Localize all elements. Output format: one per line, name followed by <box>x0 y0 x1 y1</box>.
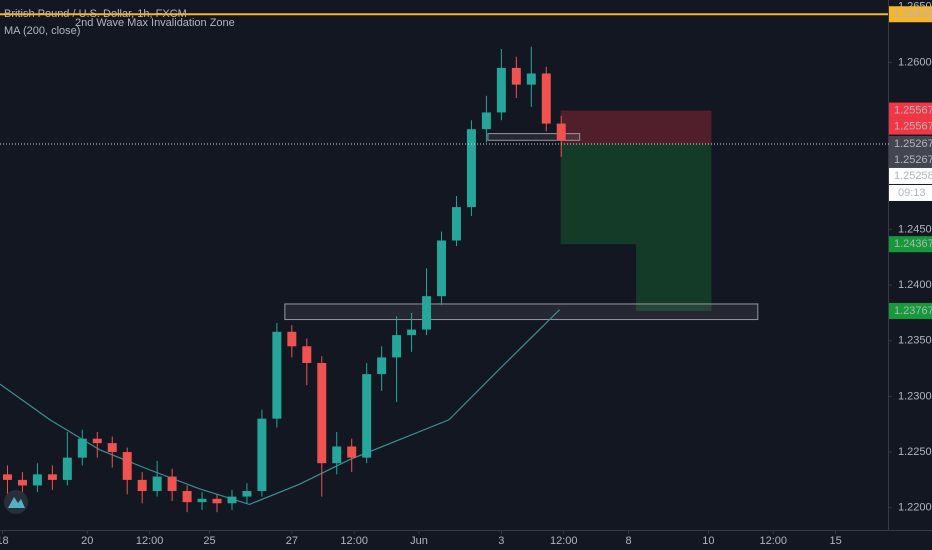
candle-body <box>257 418 267 492</box>
candle-body <box>362 374 372 458</box>
logo <box>4 490 28 514</box>
moving-average <box>0 309 561 506</box>
y-tick-label: 1.22500 <box>898 446 932 458</box>
y-tick-label: 1.22000 <box>898 502 932 514</box>
y-tick-label: 1.24500 <box>898 223 932 235</box>
candle-body <box>242 491 252 497</box>
candle-body <box>2 474 12 480</box>
price-tag-label: 1.25258 <box>894 170 932 182</box>
price-tag <box>889 167 932 184</box>
price-tag-label: 1.24367 <box>894 238 932 250</box>
candle-body <box>556 123 566 141</box>
candle-body <box>182 491 192 503</box>
x-tick-label: 12:00 <box>340 535 368 547</box>
y-tick-label: 1.26000 <box>898 56 932 68</box>
stop-zone <box>560 110 712 144</box>
candle-body <box>332 446 342 464</box>
candle-body <box>496 67 506 113</box>
candle-body <box>511 67 521 85</box>
invalidation-label: 2nd Wave Max Invalidation Zone <box>75 17 235 29</box>
indicator-label: MA (200, close) <box>4 25 80 37</box>
candle-body <box>392 335 402 358</box>
candle-body <box>302 346 312 363</box>
candle-body <box>526 73 536 85</box>
x-tick-label: 25 <box>203 535 215 547</box>
candle-body <box>227 496 237 504</box>
price-tag-label: 1.25567 <box>894 120 932 132</box>
y-tick-label: 1.23000 <box>898 390 932 402</box>
candle-body <box>62 457 72 480</box>
candle-body <box>317 362 327 464</box>
price-tag <box>889 236 932 253</box>
candle-body <box>122 452 132 480</box>
price-tag-label: 1.25567 <box>894 104 932 116</box>
x-tick-label: 15 <box>829 535 841 547</box>
candle-body <box>167 476 177 492</box>
x-tick-label: 12:00 <box>550 535 578 547</box>
candle-body <box>347 446 357 458</box>
candle-body <box>407 329 417 336</box>
price-tag <box>889 6 932 23</box>
candle-body <box>481 112 491 130</box>
countdown-tag <box>889 184 932 201</box>
x-tick-label: 10 <box>702 535 714 547</box>
zone-box <box>284 303 759 321</box>
candle-body <box>197 498 207 503</box>
candle-body <box>437 240 446 297</box>
price-tag <box>889 102 932 119</box>
y-tick-label: 1.24000 <box>898 279 932 291</box>
x-tick-label: 12:00 <box>759 535 787 547</box>
plot-area <box>0 46 759 513</box>
candle-body <box>77 438 87 458</box>
candle-body <box>32 474 42 486</box>
candle-body <box>272 331 282 419</box>
candle-body <box>451 207 461 241</box>
candle-body <box>466 129 476 208</box>
countdown-label: 09:13 <box>898 187 926 199</box>
candle-body <box>422 296 432 330</box>
candle-body <box>17 479 27 486</box>
candle-body <box>107 443 117 453</box>
candle-body <box>92 438 102 444</box>
candle-body <box>377 357 387 375</box>
price-tag-label: 1.25267 <box>894 138 932 150</box>
price-tag <box>889 118 932 135</box>
candle-body <box>47 474 57 480</box>
candle-body <box>541 73 551 124</box>
price-tag-label: 1.26432 <box>894 8 932 20</box>
x-tick-label: Jun <box>410 535 428 547</box>
target-zone <box>636 143 712 311</box>
target-zone <box>560 143 637 245</box>
price-tag-label: 1.23767 <box>894 305 932 317</box>
price-tag <box>889 151 932 168</box>
x-tick-label: 12:00 <box>136 535 164 547</box>
candle-body <box>152 476 162 492</box>
candle-body <box>212 498 222 504</box>
price-tag <box>889 135 932 152</box>
y-tick-label: 1.23500 <box>898 335 932 347</box>
x-tick-label: 27 <box>286 535 298 547</box>
candle-body <box>137 479 147 492</box>
price-tag-label: 1.25267 <box>894 154 932 166</box>
x-tick-label: 18 <box>0 535 9 547</box>
zone-box <box>487 133 581 141</box>
x-tick-label: 8 <box>626 535 632 547</box>
x-tick-label: 20 <box>81 535 93 547</box>
price-tag <box>889 302 932 319</box>
candle-body <box>287 331 297 347</box>
x-tick-label: 3 <box>498 535 504 547</box>
